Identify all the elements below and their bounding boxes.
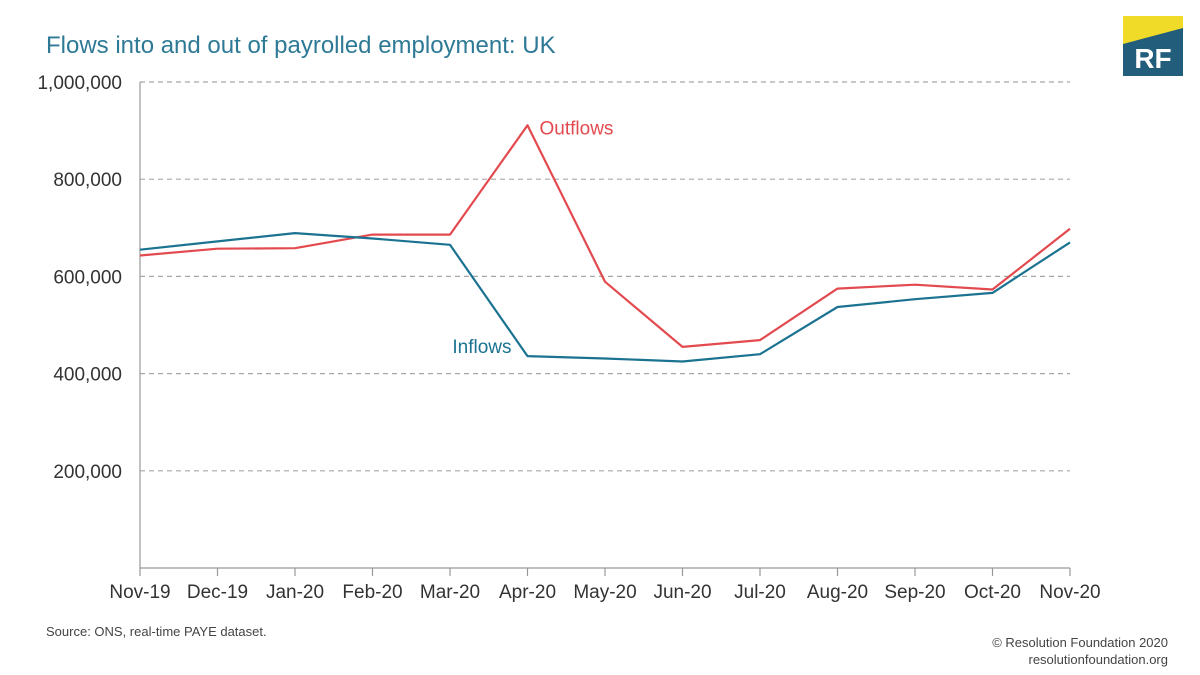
x-tick-label: Aug-20: [807, 582, 868, 603]
chart-title: Flows into and out of payrolled employme…: [46, 32, 556, 59]
x-tick-label: Jun-20: [653, 582, 711, 603]
x-tick-label: Nov-20: [1039, 582, 1100, 603]
series-labels: Outflows Inflows: [452, 118, 613, 358]
series-line-outflows: [139, 124, 1071, 348]
series-line-inflows: [139, 232, 1071, 363]
source-note: Source: ONS, real-time PAYE dataset.: [46, 624, 267, 639]
rf-logo: RF: [1123, 16, 1183, 76]
x-tick-labels: Nov-19 Dec-19 Jan-20 Feb-20 Mar-20 Apr-20 May-…: [109, 582, 1100, 603]
logo-yellow-corner: [1123, 16, 1183, 44]
logo-text: RF: [1134, 43, 1171, 74]
line-chart: 200,000 400,000 600,000 800,000 1,000,000 No…: [37, 73, 1100, 603]
x-tick-label: Feb-20: [342, 582, 402, 603]
credit: © Resolution Foundation 2020 resolutionf…: [992, 634, 1168, 668]
y-tick-label: 1,000,000: [37, 73, 122, 94]
x-tick-label: Oct-20: [964, 582, 1021, 603]
series-label-outflows: Outflows: [540, 118, 614, 139]
axes: [139, 82, 1071, 576]
series-lines: [139, 124, 1071, 363]
x-tick-label: Jul-20: [734, 582, 786, 603]
x-tick-label: Mar-20: [420, 582, 480, 603]
credit-line-2: resolutionfoundation.org: [1028, 652, 1169, 667]
x-tick-label: Jan-20: [266, 582, 324, 603]
y-tick-label: 200,000: [53, 462, 122, 483]
x-tick-label: Sep-20: [884, 582, 945, 603]
x-tick-label: May-20: [573, 582, 636, 603]
x-tick-label: Dec-19: [187, 582, 248, 603]
y-tick-label: 800,000: [53, 170, 122, 191]
x-tick-label: Apr-20: [499, 582, 556, 603]
y-tick-label: 600,000: [53, 267, 122, 288]
series-label-inflows: Inflows: [452, 337, 511, 358]
gridlines: [140, 81, 1070, 472]
x-tick-label: Nov-19: [109, 582, 170, 603]
y-tick-labels: 200,000 400,000 600,000 800,000 1,000,000: [37, 73, 122, 483]
y-tick-label: 400,000: [53, 365, 122, 386]
credit-line-1: © Resolution Foundation 2020: [992, 635, 1168, 650]
